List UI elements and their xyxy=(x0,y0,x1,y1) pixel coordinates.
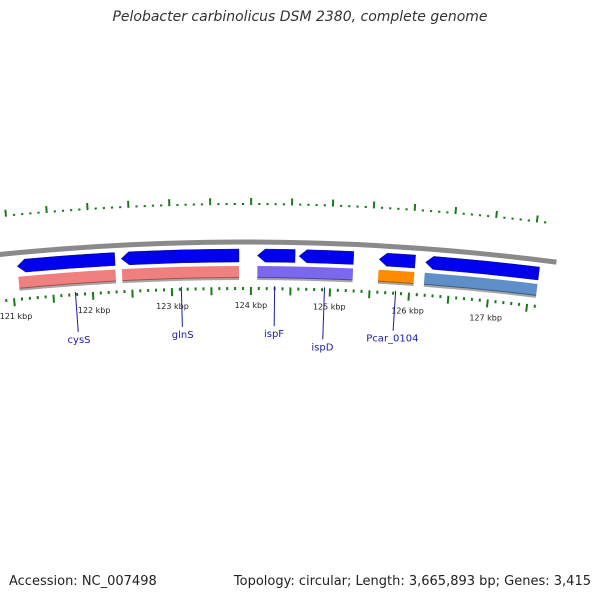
inner-tick xyxy=(446,295,450,304)
gene-label: ispD xyxy=(311,342,333,353)
gene-labels: uvrBcysSglnSispFispDPcar_0104 xyxy=(68,286,419,353)
outer-tick xyxy=(4,209,8,217)
outer-tick xyxy=(454,206,458,215)
feature-bar-edge xyxy=(122,277,240,284)
genome-summary-text: Topology: circular; Length: 3,665,893 bp… xyxy=(233,574,591,589)
gene-arrow xyxy=(298,249,355,265)
accession-text: Accession: NC_007498 xyxy=(9,574,157,589)
outer-tick-ring xyxy=(4,198,547,224)
outer-tick xyxy=(535,215,539,223)
feature-bar xyxy=(257,266,354,281)
gene-label-leader xyxy=(74,292,79,332)
tick-label: 121 kbp xyxy=(0,312,32,321)
feature-track xyxy=(18,266,538,298)
gene-label-leader xyxy=(180,286,183,327)
tick-label: 124 kbp xyxy=(235,301,268,310)
tick-label: 127 kbp xyxy=(469,313,502,322)
gene-label: ispF xyxy=(264,329,284,340)
feature-bar-edge xyxy=(257,277,353,283)
gene-arrow xyxy=(16,252,116,273)
inner-tick xyxy=(525,303,529,312)
gene-label: Pcar_0104 xyxy=(366,334,418,345)
feature-bar xyxy=(377,269,415,284)
gene-label: glnS xyxy=(172,330,194,341)
feature-bar-edge xyxy=(377,280,414,286)
gene-label-leader xyxy=(392,290,397,331)
inner-tick xyxy=(91,291,95,300)
inner-tick xyxy=(52,294,56,303)
feature-bar xyxy=(423,272,538,296)
map-title: Pelobacter carbinolicus DSM 2380, comple… xyxy=(112,9,488,25)
outer-tick xyxy=(495,210,498,218)
tick-label: 123 kbp xyxy=(156,302,189,311)
inner-tick xyxy=(485,299,489,308)
feature-bar xyxy=(18,269,117,289)
gene-label: cysS xyxy=(68,335,91,346)
inner-tick-ring xyxy=(5,286,536,312)
tick-label: 122 kbp xyxy=(78,306,111,315)
backbone-arc xyxy=(0,239,557,265)
gene-track xyxy=(16,248,540,281)
feature-bar-edge xyxy=(423,283,537,298)
inner-tick xyxy=(407,292,410,301)
tick-label: 126 kbp xyxy=(391,307,424,316)
gene-arrow xyxy=(120,248,240,266)
tick-label: 125 kbp xyxy=(313,303,346,312)
feature-bar-edge xyxy=(19,280,117,291)
gene-label-leader xyxy=(322,287,326,340)
genome-backbone xyxy=(0,239,557,265)
inner-tick xyxy=(12,298,16,307)
outer-tick xyxy=(45,205,48,214)
feature-bar xyxy=(121,266,240,282)
gene-arrow xyxy=(378,252,416,269)
gene-arrow xyxy=(257,248,296,263)
gene-arrow xyxy=(425,256,540,281)
